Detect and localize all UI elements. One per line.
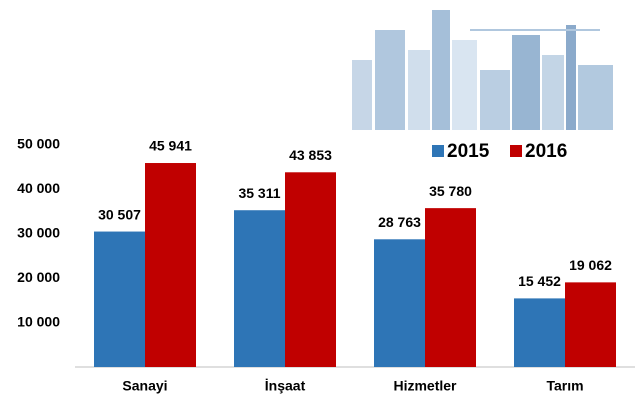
value-label: 45 941 [149,138,192,154]
value-label: 15 452 [518,273,561,289]
skyline-decoration [352,10,613,130]
bar [234,210,285,367]
bar [145,163,196,367]
value-label: 43 853 [289,147,332,163]
x-tick-label: Hizmetler [393,378,457,394]
y-tick-label: 30 000 [17,225,60,241]
legend-swatch [510,145,522,157]
y-tick-label: 50 000 [17,136,60,152]
value-label: 19 062 [569,257,612,273]
x-tick-label: Sanayi [122,378,167,394]
y-tick-label: 20 000 [17,269,60,285]
bar [374,239,425,367]
y-tick-label: 40 000 [17,180,60,196]
value-label: 35 311 [238,185,280,201]
legend-label: 2015 [447,141,490,162]
value-label: 30 507 [98,206,141,222]
bar [425,208,476,367]
bar [514,298,565,367]
bar [285,172,336,367]
bar [94,231,145,367]
bar [565,282,616,367]
value-label: 28 763 [378,214,421,230]
value-label: 35 780 [429,183,472,199]
x-tick-label: İnşaat [265,378,306,394]
legend-label: 2016 [525,141,567,162]
legend-swatch [432,145,444,157]
x-tick-label: Tarım [546,378,583,394]
y-tick-label: 10 000 [17,313,60,329]
